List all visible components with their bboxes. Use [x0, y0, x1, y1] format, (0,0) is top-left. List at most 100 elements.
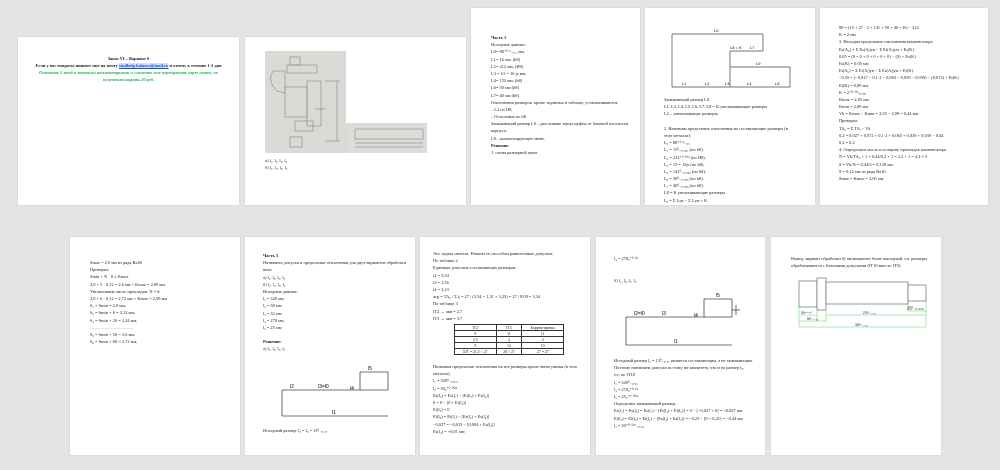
label-l1: l1 [332, 410, 336, 416]
page-8-text-2: Назначим предельные отклонения на все ра… [433, 363, 577, 435]
text-line: металла): [433, 371, 451, 377]
text-line: 0,2 = 0,027 + 0,072 + 0,1·2 + 0,063 + 0,… [839, 132, 944, 138]
text-line: Исходный размер l₂ = 13⁰₋₀.₂₇ является с… [614, 358, 753, 363]
page-thumbnail-5[interactable]: 88 = (15 + 27 · 2 + 141 + 50 + 40 + K) −… [820, 8, 988, 205]
text-line: По таблице 2 [433, 258, 458, 264]
label-l1: L1 [682, 81, 687, 86]
text-line: l₁ = 320⁰₋₀.₀₁ [614, 379, 638, 385]
text-line: Ei(l₂) = Ei(l₀) = Ei(l₁) − [Es(l₄) + Es(… [614, 415, 743, 421]
page-4-text: Замыкающий размер L0. L1, L3, L4, L5, L6,… [664, 96, 788, 204]
text-line: Smax = 2,0 мм из ряда Ra40 [90, 260, 142, 265]
text-line [664, 118, 788, 125]
dim-270: 270⁰₋₀.₀₁ [863, 311, 876, 315]
text-line: Kmin = 2,09 мм [839, 104, 869, 110]
text-line: l₂ = 30 мм [263, 303, 282, 309]
text-line: Отклонения размеров, кроме заданных в та… [491, 99, 619, 105]
text-line: б) l₁, l₄, l₃, l₅ [614, 277, 637, 283]
label-l4: l4 [350, 386, 354, 392]
page-thumbnail-2[interactable]: а) l₁, l₂, l₃, l₅ б) l₁, l₄, l₃, l₅ [245, 37, 466, 205]
text-line: а) l₁, l₂, l₃, l₅ [265, 158, 288, 163]
text-line: Smin + N · S ≥ Kmax [90, 274, 129, 280]
dim-320: 320⁰₋₀.₀₁ [855, 323, 868, 327]
page-thumbnail-4[interactable]: L0 L8 = K L7 L9 L1 L2 L3 L4 L5 Замыкающи… [645, 8, 815, 205]
dimension-chain-diagram-1: L0 L8 = K L7 L9 L1 L2 L3 L4 L5 [671, 28, 791, 88]
text-line: Kmax = 2,05 мм [839, 96, 869, 102]
text-line: Es(A₀) = Σ Es(Aᵢ)ув − Σ Ei(Aᵢ)ум + Es(K) [839, 46, 914, 52]
page-thumbnail-9[interactable]: l₄ = 270₀⁺⁰·⁰¹ б) l₁, l₄, l₃, l₅ l5 l2=l0… [596, 237, 765, 455]
page-thumbnail-3[interactable]: Часть 1 Исходные данные: L0= 88⁺⁰·³₋₀.₁ мм… [471, 8, 640, 205]
text-line: aср = TA₀ / Σ iⱼ = 27 / (3,54 + 1,31 + 3… [433, 294, 541, 300]
dimension-chain-diagram-b: l5 l2=l0 l3 l4 l1 [625, 293, 740, 346]
contact-text: Если у вас вопросы пишите мне на почту [35, 63, 119, 68]
text-line: Проверка: [839, 118, 858, 124]
text-line: Часть 1 [491, 35, 507, 40]
page-thumbnail-8[interactable]: Это задача синтеза. Решаем ее способом р… [420, 237, 590, 455]
text-line: Es(l₄) = +0,01 мм [433, 428, 465, 434]
text-line: L2= 212 мм, (H8) [491, 63, 524, 69]
text-line: L₀ = Σ Lув − Σ Lум + K [664, 197, 708, 203]
page-thumbnail-10[interactable]: Вывод: вариант обработки б) экономичнее … [771, 237, 941, 455]
text-line: 0,05 = (0 + 0 + 0 + 0 + 0 + 0) − (0) + E… [839, 53, 916, 59]
text-line: 2. Назначим предельные отклонения на сос… [664, 125, 788, 131]
text-line: Исходные данные: [491, 42, 526, 48]
page-thumbnail-1[interactable]: Заказ VI – Вариант 6 Если у вас вопросы … [18, 37, 239, 205]
text-line: Замыкающий размер L0 – расстояние торца … [491, 121, 629, 127]
text-line: – L2 по H8, [491, 106, 513, 112]
text-line: S₆ = Smin + 6S = 2,72 мм, [90, 339, 138, 345]
text-line: Поэтому назначаем допуски по тому же ква… [614, 365, 744, 371]
label-l3: L3 [725, 81, 730, 86]
text-line: L₇ = 40⁰₋₀.₀₃₉ (по h8), [664, 183, 704, 189]
text-line: L7= 40 мм (h8) [491, 92, 519, 98]
text-line: S₂ = Smin + S = 2,12 мм, [90, 310, 136, 316]
email-link[interactable]: studhelp.balance@mail.ru [118, 63, 169, 68]
text-line: а) l₁, l₂, l₃, l₅ [263, 346, 286, 352]
text-line: l₄ = 270₀⁺⁰·⁰¹ [614, 256, 639, 261]
text-line: l₅ = 25 мм [263, 324, 282, 330]
text-line: Es(l₂) = Es(l₀) = Es(l₁) − [Ei(l₄) + Ei(… [614, 408, 743, 414]
text-line: Вывод: вариант обработки б) экономичнее … [791, 256, 927, 261]
label-l4: L4 [747, 81, 752, 86]
text-line: l₁ = 320 мм [263, 296, 284, 302]
text-line: ………………………… [90, 324, 134, 330]
page-10-text: Вывод: вариант обработки б) экономичнее … [791, 255, 927, 269]
text-line: а) l₁, l₂, l₃, l₅ [263, 274, 286, 280]
text-line: l₃ = 32 мм [263, 310, 282, 316]
text-line: K = 2⁺⁰·⁰⁵₊₀.₀₉ [839, 89, 866, 95]
tolerance-table: IT2 IT3 Корректировка 9 11 11 3,5 4 4 9 12 10 ΣI… [454, 324, 564, 355]
text-line: б) l₁, l₄, l₃, l₅ [263, 281, 286, 287]
text-line: l₂ = 30₀⁺⁰·⁰⁰⁴ [433, 385, 457, 391]
page-9-text-2: Исходный размер l₂ = 13⁰₋₀.₂₇ является с… [614, 357, 753, 429]
text-line: обрабатываются с большими допусками (IT1… [791, 263, 902, 269]
text-line: IT3 → aкв = 3,7 [433, 315, 463, 321]
label-l2-l0: l2=l0 [634, 311, 645, 317]
text-line: 2,0 + 5 · 0,12 = 2,6 мм < Kmax = 2,09 мм [90, 281, 165, 287]
text-line: т.е. по IT10 [614, 372, 636, 378]
text-line: S₁ = Smin = 2,0 мм, [90, 303, 126, 309]
text-line: l₁ = 320⁰₋₀.₀₁₁ [433, 378, 459, 384]
text-line: L2 – уменьшающие размеры. [664, 111, 719, 117]
label-l3: l3 [662, 311, 666, 317]
label-l4: l4 [694, 313, 698, 319]
text-line: L₀ = 88⁺⁰·³₋₀.₁ [664, 140, 691, 146]
text-line: L₃ = 15 = 15js (по h8), [664, 161, 705, 167]
text-line: i4 = 3,23 [433, 286, 449, 292]
text-line: 2,0 + 6 · 0,12 = 2,72 мм > Kmax = 2,09 м… [90, 295, 168, 301]
text-line: L4= 152 мм, (h8) [491, 78, 523, 84]
text-line: −0,35 = (−0,027 − 0,1·2 − 0,063 − 0,039 … [839, 75, 959, 81]
text-line: вала: [263, 267, 273, 273]
page-thumbnail-7[interactable]: Часть 3 Назначить допуски и предельные от… [245, 237, 415, 455]
label-l2: L2 [705, 81, 710, 86]
page-thumbnail-6[interactable]: Smax = 2,0 мм из ряда Ra40 Проверка: Smin … [70, 237, 240, 455]
text-line: K = 2 мм [839, 32, 856, 38]
text-line: L0= 88⁺⁰·³₋₀.₁ мм, [491, 49, 525, 55]
text-line: i2 = 3,54 [433, 272, 449, 278]
text-line: IT2 → aкв = 2,7 [433, 308, 463, 314]
document-title: Заказ VI – Вариант 6 [107, 56, 150, 61]
text-line: По таблице 3 [433, 301, 458, 307]
page-7-footer: Исходный размер: l₃ = l₀ = 13⁰₋₀.₂₇ [263, 428, 328, 433]
text-line: l₂ = 30⁺⁰·⁰²⁷₋₀.₄₄ [614, 422, 644, 428]
text-line: Проверка: [90, 267, 109, 273]
text-line: l₅ = 25₀⁺⁰·⁰⁰⁴ [614, 393, 638, 399]
text-line: L₆ = 50⁰₋₀.₀₃₉ (по h8), [664, 176, 704, 182]
text-line: L₄ = 141⁰₋₀.₀₆₃ (по h8), [664, 168, 706, 174]
